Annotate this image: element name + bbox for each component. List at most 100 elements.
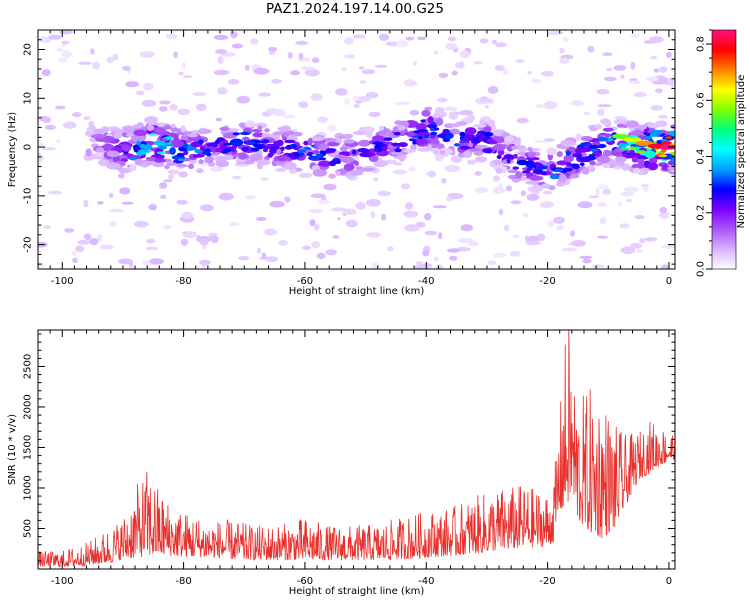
spectrogram-blob (331, 207, 347, 212)
colorbar-tick-label: 0.6 (696, 92, 707, 108)
spectrogram-image (38, 30, 675, 269)
spectrogram-blob (176, 163, 188, 168)
spectrogram-blob (502, 68, 508, 75)
spectrogram-blob (659, 66, 668, 73)
spectrogram-blob (257, 125, 263, 131)
spectrogram-core (576, 156, 587, 160)
spectrogram-blob (180, 125, 186, 133)
spectrogram-blob (498, 183, 503, 191)
spectrogram-core (506, 158, 511, 164)
spectrogram-core (661, 141, 672, 145)
spectrogram-blob (42, 116, 52, 123)
spectrogram-blob (144, 116, 159, 124)
spectrogram-blob (606, 67, 613, 72)
spectrogram-blob (531, 78, 542, 84)
spectrogram-blob (405, 36, 415, 41)
spectrogram-core (635, 150, 647, 154)
spectrogram-core (221, 150, 228, 154)
spectrogram-blob (41, 147, 57, 151)
spectrogram-blob (353, 103, 360, 108)
spectrogram-core (461, 137, 467, 142)
spectrogram-blob (159, 182, 168, 189)
spectrogram-blob (170, 123, 176, 129)
spectrogram-core (459, 131, 466, 137)
spectrogram-blob (444, 106, 458, 112)
spectrogram-blob (61, 50, 72, 58)
spectrogram-core (430, 131, 438, 136)
spectrogram-core (393, 142, 398, 147)
spectrogram-blob (583, 111, 590, 116)
spectrogram-blob (162, 225, 172, 230)
spectrogram-blob (458, 109, 474, 116)
spectrogram-blob (433, 256, 439, 262)
spectrogram-blob (244, 122, 255, 128)
spectrogram-blob (92, 61, 101, 70)
spectrogram-blob (136, 90, 145, 96)
spectrogram-blob (602, 52, 613, 57)
spectrogram-blob (410, 81, 418, 86)
spectrogram-blob (106, 162, 121, 170)
spectrogram-blob (298, 172, 313, 178)
spectrogram-blob (163, 179, 173, 183)
spectrogram-blob (587, 45, 595, 53)
spectrogram-blob (133, 129, 148, 137)
spectrogram-blob (269, 200, 285, 208)
spectrogram-blob (436, 264, 444, 269)
spectrogram-blob (599, 216, 607, 225)
spectrogram-blob (504, 135, 514, 143)
spectrogram-blob (504, 224, 510, 232)
snr-ytick-label: 1500 (23, 435, 34, 460)
spectrogram-blob (431, 113, 445, 119)
spectrogram-core (207, 142, 218, 147)
spectrogram-blob (615, 156, 627, 163)
spectrogram-blob (159, 100, 171, 105)
spectrogram-blob (198, 159, 204, 164)
spectrogram-blob (633, 91, 647, 98)
spectrogram-core (541, 172, 547, 175)
spectrogram-blob (467, 114, 475, 122)
spectrogram-blob (325, 249, 338, 256)
spectrogram-blob (182, 231, 197, 239)
spectrogram-blob (213, 34, 229, 41)
spectrogram-blob (562, 247, 578, 252)
spectrogram-blob (209, 166, 224, 172)
spectrogram-blob (183, 150, 189, 156)
spectrogram-core (241, 147, 249, 152)
spectrogram-blob (515, 59, 525, 63)
spectrogram-blob (597, 184, 609, 190)
spectrogram-blob (365, 199, 381, 207)
spectrogram-core (156, 151, 167, 155)
spectrogram-core (267, 152, 274, 158)
spectrogram-blob (176, 152, 185, 157)
spectrogram-blob (378, 33, 390, 41)
spectrogram-blob (121, 65, 131, 71)
spectrogram-xtick-label: -40 (418, 276, 434, 287)
spectrogram-blob (569, 230, 576, 237)
spectrogram-core (286, 144, 291, 149)
spectrogram-blob (597, 202, 607, 207)
spectrogram-blob (302, 245, 312, 251)
spectrogram-core (383, 137, 393, 142)
spectrogram-blob (630, 33, 640, 39)
spectrogram-blob (413, 137, 429, 146)
spectrogram-core (164, 142, 173, 145)
spectrogram-blob (539, 201, 555, 209)
spectrogram-blob (494, 42, 507, 48)
spectrogram-blob (121, 144, 132, 152)
snr-ytick-label: 1000 (23, 475, 34, 500)
spectrogram-blob (265, 256, 279, 263)
spectrogram-blob (505, 185, 513, 192)
snr-axes: -100 -80 -60 -40 -20 0 500 1000 1500 2000 2500 Heig… (7, 329, 676, 597)
spectrogram-blob (543, 138, 555, 142)
colorbar-tick-label: 0.4 (696, 149, 707, 165)
spectrogram-core (635, 140, 654, 146)
spectrogram-blob (256, 247, 262, 254)
spectrogram-blob (644, 237, 658, 242)
spectrogram-blob (187, 133, 198, 138)
spectrogram-blob (454, 62, 465, 69)
spectrogram-blob (180, 238, 189, 246)
spectrogram-blob (90, 153, 98, 160)
spectrogram-core (658, 154, 668, 158)
spectrogram-core (588, 153, 597, 157)
spectrogram-blob (559, 58, 570, 64)
